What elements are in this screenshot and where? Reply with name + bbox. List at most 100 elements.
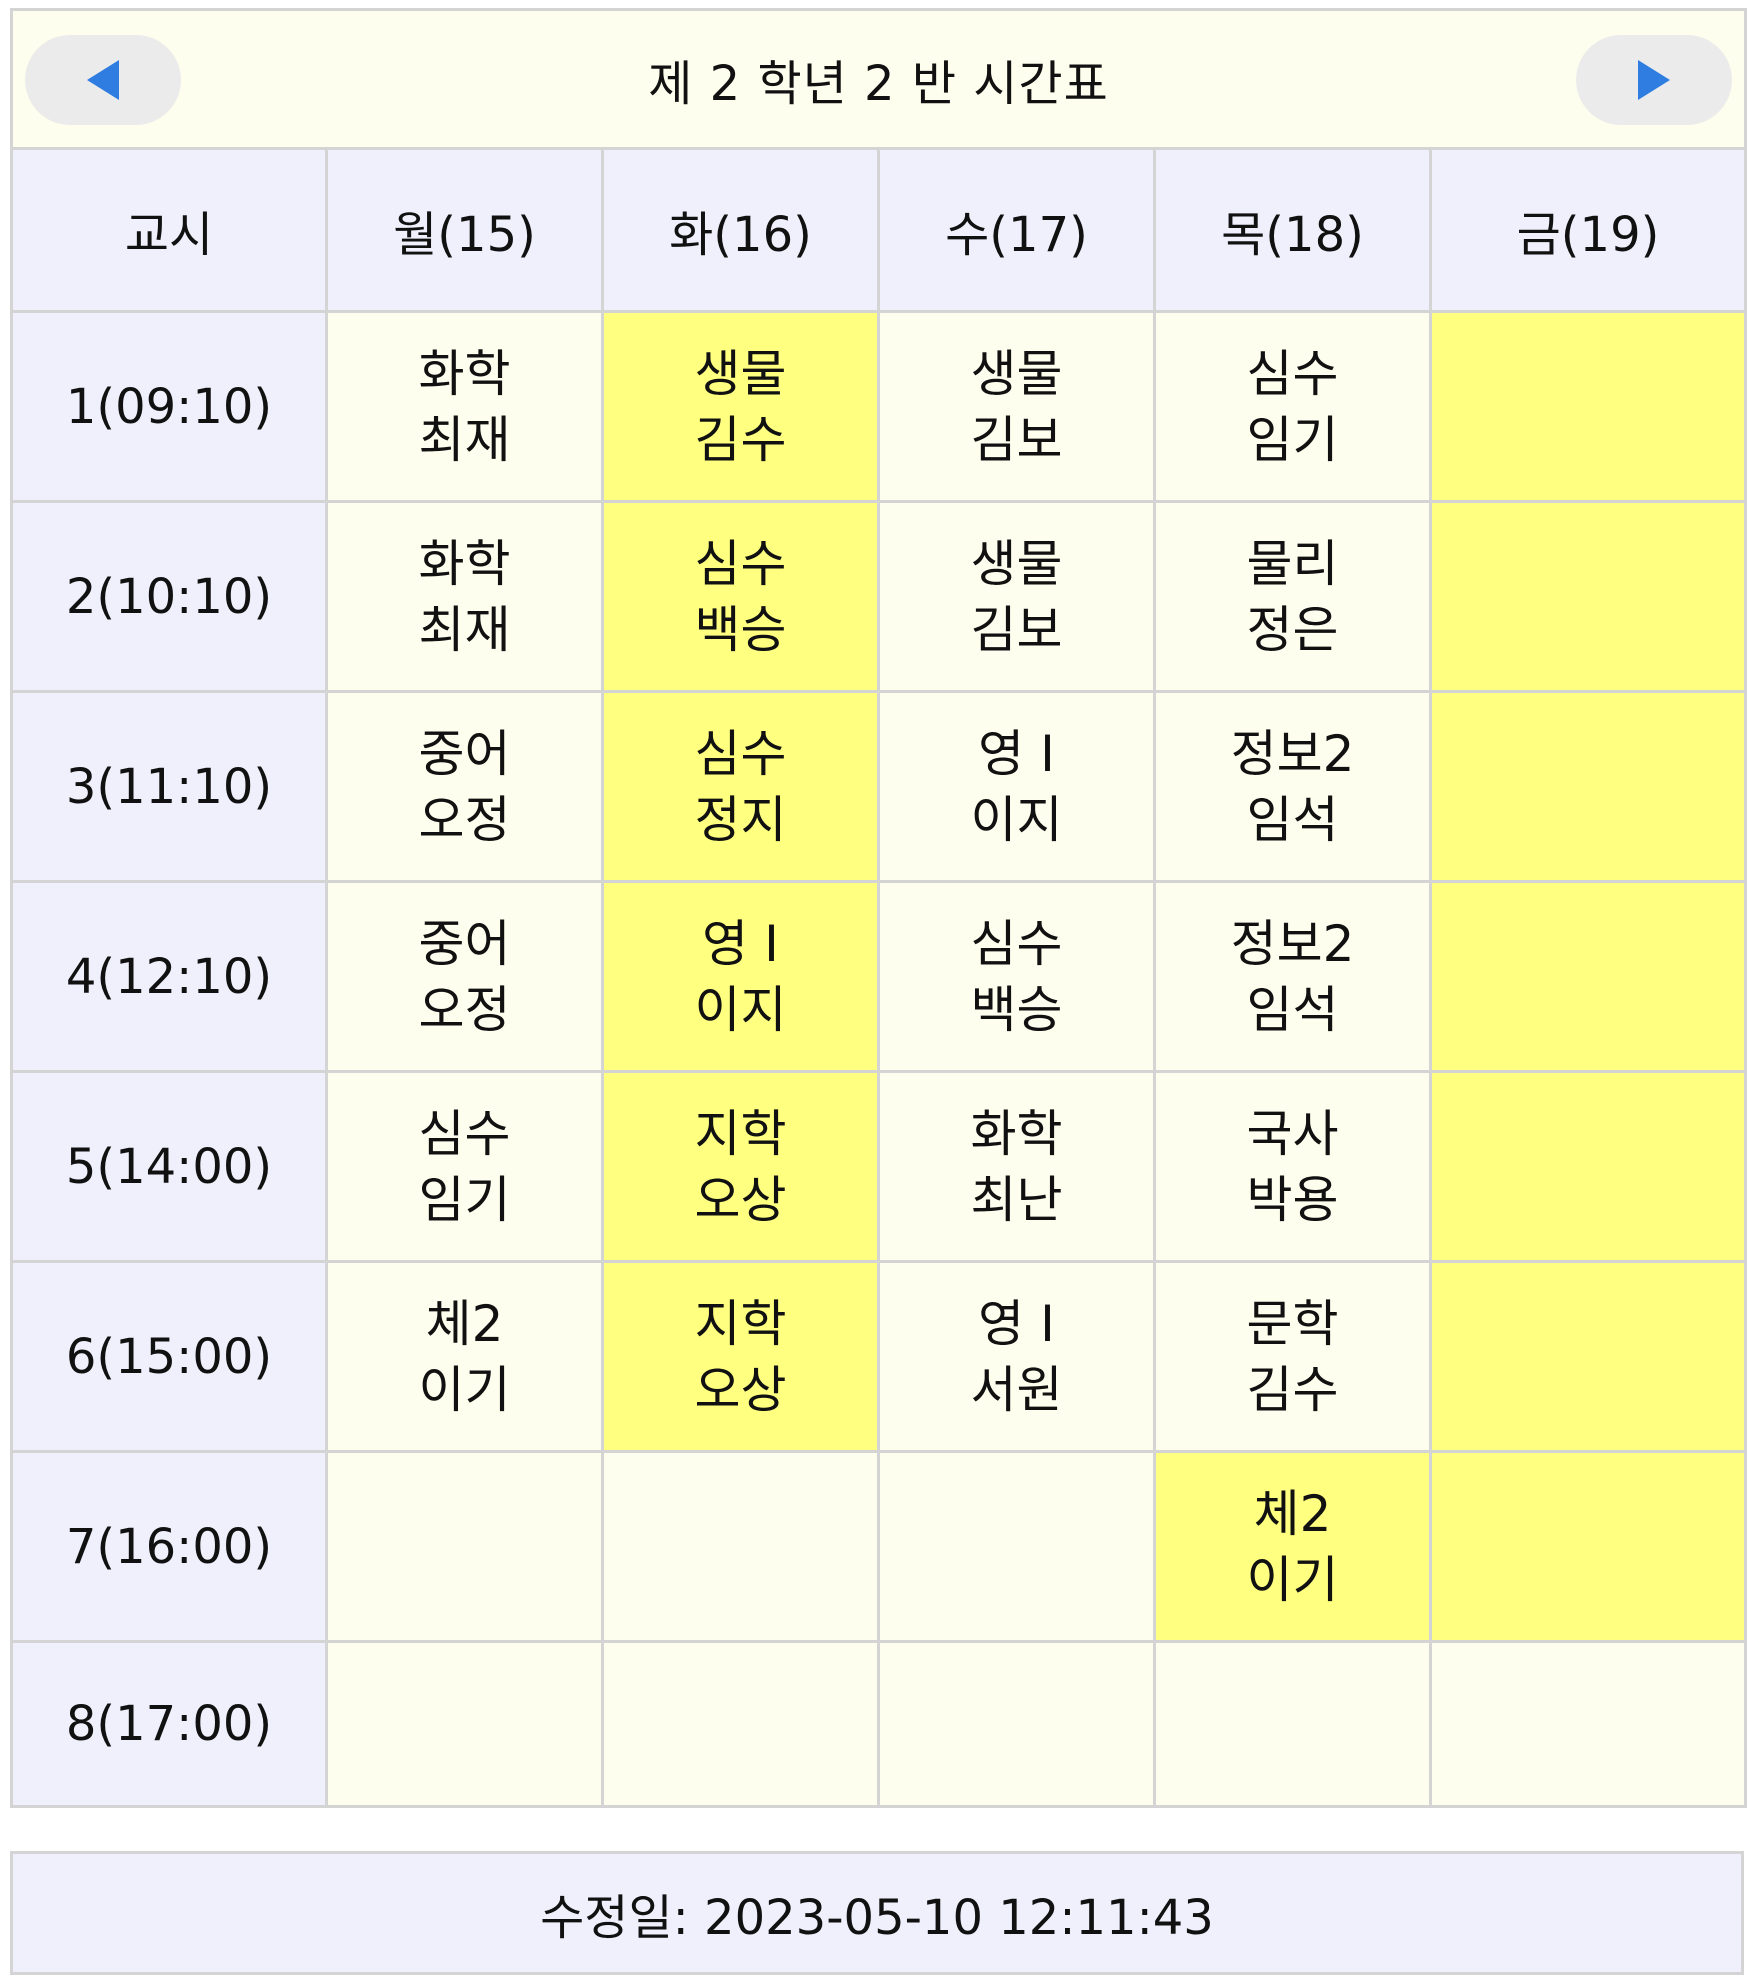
timetable-row: 2(10:10) 화학 최재 심수 백승 생물 김보 물리 정은 [10, 500, 1747, 693]
prev-week-button[interactable] [25, 35, 181, 125]
subject-name: 국사 [1246, 1104, 1339, 1163]
teacher-name: 이기 [418, 1360, 511, 1419]
timetable-body: 1(09:10) 화학 최재 생물 김수 생물 김보 심수 임기 2(10:10) 화학 최재 심수 백승… [10, 310, 1747, 1808]
subject-name: 화학 [418, 344, 511, 403]
class-cell [1429, 500, 1747, 693]
timetable-row: 5(14:00) 심수 임기 지학 오상 화학 최난 국사 박용 [10, 1070, 1747, 1263]
subject-name: 심수 [694, 724, 787, 783]
subject-name: 영 I [978, 1294, 1055, 1353]
day-header: 화(16) [601, 147, 880, 313]
teacher-name: 임기 [418, 1170, 511, 1229]
teacher-name: 임석 [1246, 790, 1339, 849]
subject-name: 문학 [1246, 1294, 1339, 1353]
day-header: 수(17) [877, 147, 1156, 313]
teacher-name: 이기 [1246, 1550, 1339, 1609]
subject-name: 생물 [970, 534, 1063, 593]
teacher-name: 임석 [1246, 980, 1339, 1039]
teacher-name: 김수 [1246, 1360, 1339, 1419]
subject-name: 영 I [978, 724, 1055, 783]
class-cell: 생물 김수 [601, 310, 880, 503]
next-week-button[interactable] [1576, 35, 1732, 125]
class-cell [601, 1450, 880, 1643]
period-cell: 1(09:10) [10, 310, 328, 503]
class-cell [325, 1450, 604, 1643]
period-cell: 5(14:00) [10, 1070, 328, 1263]
teacher-name: 오정 [418, 980, 511, 1039]
subject-name: 체2 [1253, 1484, 1332, 1543]
teacher-name: 정은 [1246, 600, 1339, 659]
class-cell [325, 1640, 604, 1808]
column-header-row: 교시 월(15) 화(16) 수(17) 목(18) 금(19) [10, 147, 1747, 313]
class-cell: 정보2 임석 [1153, 880, 1432, 1073]
subject-name: 심수 [970, 914, 1063, 973]
subject-name: 심수 [1246, 344, 1339, 403]
timetable-row: 8(17:00) [10, 1640, 1747, 1808]
teacher-name: 백승 [970, 980, 1063, 1039]
subject-name: 중어 [418, 724, 511, 783]
teacher-name: 최재 [418, 600, 511, 659]
teacher-name: 김보 [970, 600, 1063, 659]
subject-name: 심수 [694, 534, 787, 593]
class-cell: 물리 정은 [1153, 500, 1432, 693]
timetable-row: 1(09:10) 화학 최재 생물 김수 생물 김보 심수 임기 [10, 310, 1747, 503]
class-cell: 영 I 이지 [877, 690, 1156, 883]
day-header: 금(19) [1429, 147, 1747, 313]
period-cell: 7(16:00) [10, 1450, 328, 1643]
teacher-name: 이지 [970, 790, 1063, 849]
subject-name: 지학 [694, 1104, 787, 1163]
teacher-name: 이지 [694, 980, 787, 1039]
class-cell: 체2 이기 [1153, 1450, 1432, 1643]
day-header: 월(15) [325, 147, 604, 313]
class-cell: 국사 박용 [1153, 1070, 1432, 1263]
timetable-row: 7(16:00) 체2 이기 [10, 1450, 1747, 1643]
teacher-name: 정지 [694, 790, 787, 849]
class-cell: 정보2 임석 [1153, 690, 1432, 883]
timetable: 제 2 학년 2 반 시간표 교시 월(15) 화(16) 수(17) 목(18… [10, 8, 1747, 1808]
class-cell: 화학 최난 [877, 1070, 1156, 1263]
class-cell [1153, 1640, 1432, 1808]
subject-name: 화학 [418, 534, 511, 593]
class-cell [1429, 880, 1747, 1073]
period-cell: 2(10:10) [10, 500, 328, 693]
period-cell: 6(15:00) [10, 1260, 328, 1453]
subject-name: 중어 [418, 914, 511, 973]
subject-name: 정보2 [1230, 914, 1355, 973]
subject-name: 체2 [425, 1294, 504, 1353]
subject-name: 생물 [970, 344, 1063, 403]
timetable-row: 3(11:10) 중어 오정 심수 정지 영 I 이지 정보2 임석 [10, 690, 1747, 883]
title-bar: 제 2 학년 2 반 시간표 [10, 8, 1747, 150]
title-row: 제 2 학년 2 반 시간표 [10, 8, 1747, 150]
triangle-left-icon [87, 60, 119, 100]
subject-name: 화학 [970, 1104, 1063, 1163]
teacher-name: 임기 [1246, 410, 1339, 469]
teacher-name: 백승 [694, 600, 787, 659]
subject-name: 심수 [418, 1104, 511, 1163]
day-header: 목(18) [1153, 147, 1432, 313]
teacher-name: 김보 [970, 410, 1063, 469]
teacher-name: 오정 [418, 790, 511, 849]
class-cell [1429, 1260, 1747, 1453]
teacher-name: 김수 [694, 410, 787, 469]
class-cell [1429, 690, 1747, 883]
class-cell: 영 I 이지 [601, 880, 880, 1073]
class-cell [1429, 1450, 1747, 1643]
teacher-name: 최재 [418, 410, 511, 469]
class-cell [877, 1640, 1156, 1808]
period-cell: 4(12:10) [10, 880, 328, 1073]
teacher-name: 서원 [970, 1360, 1063, 1419]
class-cell [601, 1640, 880, 1808]
period-header: 교시 [10, 147, 328, 313]
teacher-name: 오상 [694, 1170, 787, 1229]
class-cell: 지학 오상 [601, 1260, 880, 1453]
